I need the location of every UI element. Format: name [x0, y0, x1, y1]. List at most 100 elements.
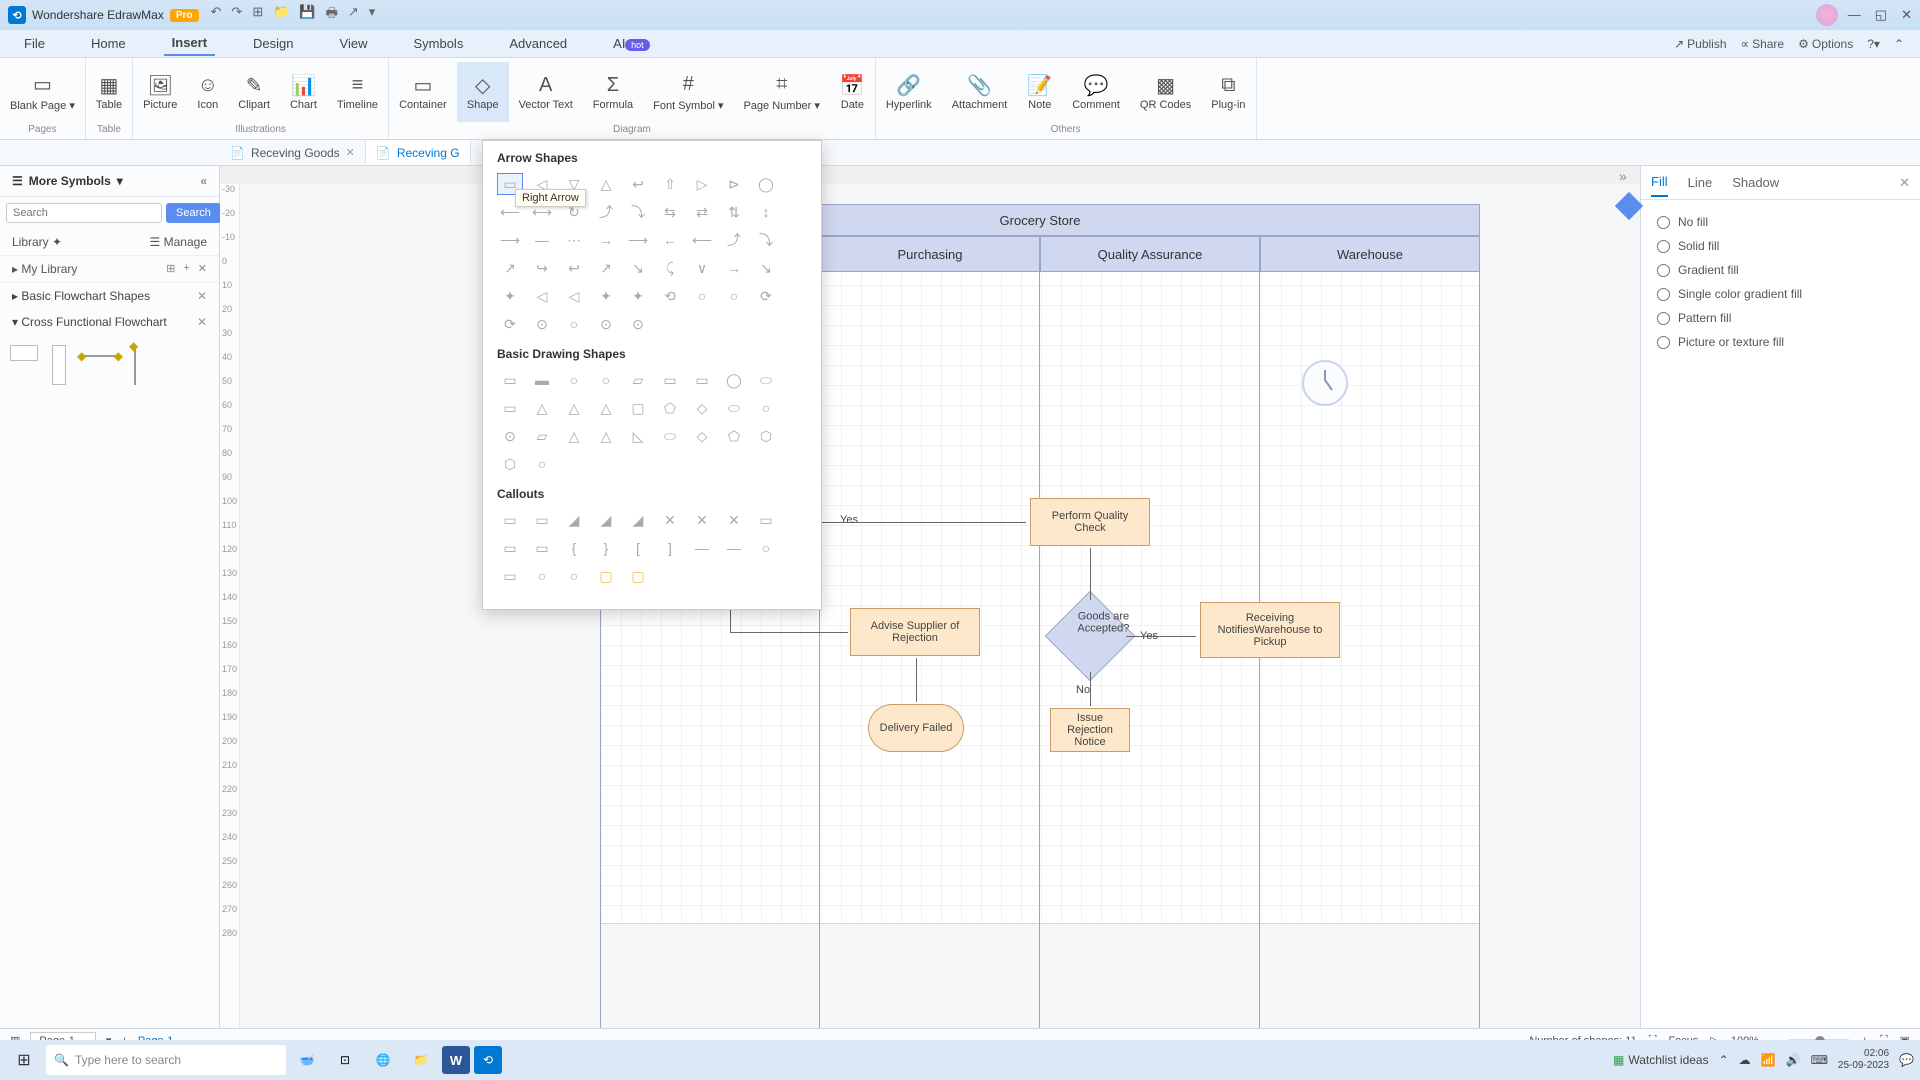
arrow-shape[interactable]: ⤵ — [625, 201, 651, 223]
user-avatar[interactable] — [1816, 4, 1838, 26]
arrow-shape[interactable]: → — [593, 229, 619, 251]
arrow-shape[interactable]: ↘ — [625, 257, 651, 279]
callout-shape[interactable]: — — [689, 537, 715, 559]
basic-shape[interactable]: △ — [529, 397, 555, 419]
basic-shape[interactable]: ▭ — [689, 369, 715, 391]
arrow-shape[interactable]: ⤴ — [721, 229, 747, 251]
callout-shape[interactable]: ▭ — [497, 565, 523, 587]
close-section-icon[interactable]: ✕ — [197, 315, 207, 329]
fill-option[interactable]: No fill — [1657, 210, 1904, 234]
callout-shape[interactable]: } — [593, 537, 619, 559]
callout-shape[interactable]: ✕ — [657, 509, 683, 531]
arrow-shape[interactable]: ◯ — [753, 173, 779, 195]
basic-shape[interactable]: ▭ — [497, 369, 523, 391]
arrow-shape[interactable]: ↩ — [561, 257, 587, 279]
share-button[interactable]: ∝ Share — [1741, 37, 1785, 51]
basic-shape[interactable]: ⬭ — [753, 369, 779, 391]
process-advise-rejection[interactable]: Advise Supplier of Rejection — [850, 608, 980, 656]
ribbon-shape[interactable]: ◇Shape — [457, 62, 509, 122]
options-button[interactable]: ⚙ Options — [1798, 37, 1853, 51]
arrow-shape[interactable]: ⟳ — [497, 313, 523, 335]
arrow-shape[interactable]: ⋯ — [561, 229, 587, 251]
arrow-shape[interactable]: ↘ — [753, 257, 779, 279]
word-icon[interactable]: W — [442, 1046, 470, 1074]
ribbon-timeline[interactable]: ≡Timeline — [327, 62, 388, 122]
callout-shape[interactable]: [ — [625, 537, 651, 559]
menu-home[interactable]: Home — [83, 32, 134, 55]
callout-shape[interactable]: ▭ — [753, 509, 779, 531]
arrow-shape[interactable]: → — [721, 257, 747, 279]
fill-option[interactable]: Solid fill — [1657, 234, 1904, 258]
doc-tab-active[interactable]: 📄 Receving G — [366, 140, 471, 165]
fill-option[interactable]: Pattern fill — [1657, 306, 1904, 330]
search-input[interactable] — [6, 203, 162, 223]
arrow-shape[interactable]: ⊙ — [529, 313, 555, 335]
menu-ai[interactable]: AI hot — [605, 32, 657, 55]
arrow-shape[interactable]: ↗ — [497, 257, 523, 279]
print-icon[interactable]: 🖶 — [326, 4, 338, 26]
new-icon[interactable]: ⊞ — [252, 4, 263, 26]
fill-option[interactable]: Gradient fill — [1657, 258, 1904, 282]
redo-icon[interactable]: ↷ — [231, 4, 242, 26]
basic-shape[interactable]: ▬ — [529, 369, 555, 391]
basic-shape[interactable]: ○ — [593, 369, 619, 391]
ribbon-font-symbol--[interactable]: #Font Symbol ▾ — [643, 62, 733, 122]
doc-tab[interactable]: 📄 Receving Goods ✕ — [220, 140, 366, 165]
collapse-panel-icon[interactable]: « — [200, 174, 207, 188]
callout-shape[interactable]: ▢ — [625, 565, 651, 587]
callout-shape[interactable]: ▭ — [529, 537, 555, 559]
arrow-shape[interactable]: ⤹ — [657, 257, 683, 279]
menu-icon[interactable]: ☰ — [12, 174, 23, 188]
taskbar-search[interactable]: 🔍 Type here to search — [46, 1045, 286, 1075]
shape-thumb[interactable] — [52, 345, 66, 385]
section-basic-flowchart[interactable]: ▸ Basic Flowchart Shapes✕ — [0, 283, 219, 309]
clock[interactable]: 02:06 25-09-2023 — [1838, 1048, 1889, 1072]
basic-shape[interactable]: ⬡ — [497, 453, 523, 475]
arrow-shape[interactable]: ⟳ — [753, 285, 779, 307]
arrow-shape[interactable]: ↩ — [625, 173, 651, 195]
menu-view[interactable]: View — [332, 32, 376, 55]
ribbon-table[interactable]: ▦Table — [86, 62, 132, 122]
start-button[interactable]: ⊞ — [6, 1044, 42, 1076]
arrow-shape[interactable]: ↗ — [593, 257, 619, 279]
callout-shape[interactable]: ▢ — [593, 565, 619, 587]
lane-header-purchasing[interactable]: Purchasing — [820, 236, 1040, 272]
basic-shape[interactable]: △ — [561, 425, 587, 447]
maximize-icon[interactable]: ◱ — [1875, 7, 1887, 23]
basic-shape[interactable]: ⬠ — [721, 425, 747, 447]
basic-shape[interactable]: ▢ — [625, 397, 651, 419]
ribbon-vector-text[interactable]: AVector Text — [509, 62, 583, 122]
ribbon-page-number--[interactable]: ⌗Page Number ▾ — [733, 62, 829, 122]
remove-icon[interactable]: ✕ — [198, 262, 207, 276]
menu-design[interactable]: Design — [245, 32, 301, 55]
basic-shape[interactable]: ▱ — [625, 369, 651, 391]
ribbon-picture[interactable]: 🖼Picture — [133, 62, 187, 122]
ribbon-date[interactable]: 📅Date — [830, 62, 875, 122]
publish-button[interactable]: ↗ Publish — [1674, 37, 1726, 51]
tab-fill[interactable]: Fill — [1651, 168, 1668, 197]
export-icon[interactable]: ↗ — [348, 4, 359, 26]
basic-shape[interactable]: ○ — [753, 397, 779, 419]
arrow-shape[interactable]: ✦ — [593, 285, 619, 307]
close-panel-icon[interactable]: ✕ — [1899, 175, 1910, 191]
shape-thumb[interactable]: ◆◆ — [80, 355, 120, 357]
ribbon-note[interactable]: 📝Note — [1017, 62, 1062, 122]
lane-header-warehouse[interactable]: Warehouse — [1260, 236, 1480, 272]
save-icon[interactable]: 💾 — [299, 4, 315, 26]
ribbon-formula[interactable]: ΣFormula — [583, 62, 643, 122]
arrow-shape[interactable]: ⇆ — [657, 201, 683, 223]
arrow-shape[interactable]: ▷ — [689, 173, 715, 195]
my-library[interactable]: ▸ My Library — [12, 262, 77, 276]
ribbon-clipart[interactable]: ✎Clipart — [228, 62, 280, 122]
callout-shape[interactable]: ◢ — [561, 509, 587, 531]
arrow-shape[interactable]: ○ — [689, 285, 715, 307]
arrow-shape[interactable]: ⟶ — [497, 229, 523, 251]
shape-thumb[interactable] — [10, 345, 38, 361]
basic-shape[interactable]: △ — [593, 425, 619, 447]
library-label[interactable]: Library ✦ — [12, 235, 62, 249]
ribbon-attachment[interactable]: 📎Attachment — [942, 62, 1018, 122]
volume-icon[interactable]: 🔊 — [1786, 1053, 1801, 1067]
explorer-icon[interactable]: 📁 — [404, 1044, 438, 1076]
section-cross-functional[interactable]: ▾ Cross Functional Flowchart✕ — [0, 309, 219, 335]
tray-chevron-icon[interactable]: ⌃ — [1719, 1053, 1729, 1067]
